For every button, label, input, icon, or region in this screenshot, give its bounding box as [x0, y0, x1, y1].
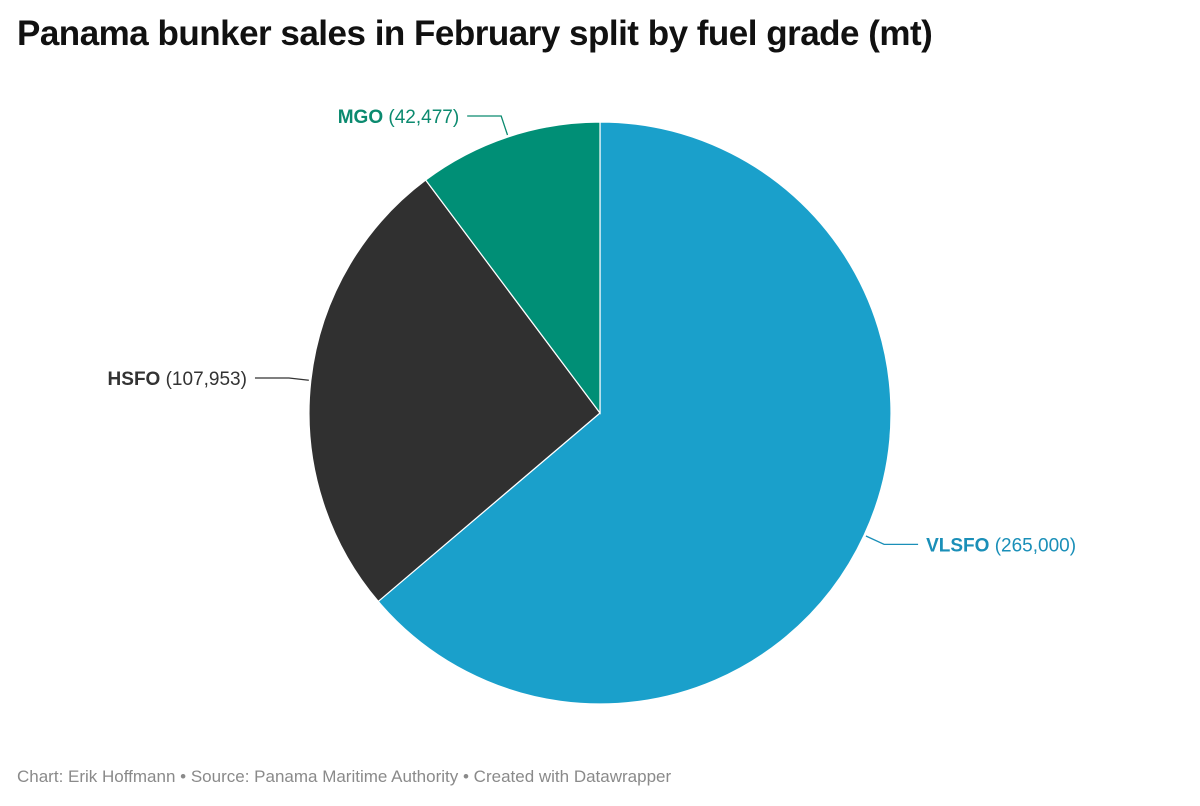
leader-line-vlsfo — [865, 535, 919, 546]
slice-label-vlsfo: VLSFO (265,000) — [926, 535, 1076, 556]
byline: Chart: Erik Hoffmann — [17, 767, 176, 786]
pie-slice-vlsfo — [377, 121, 892, 705]
slice-name: MGO — [338, 107, 383, 128]
footer-separator: • — [462, 767, 469, 786]
leader-line-hsfo — [254, 377, 309, 381]
slice-label-hsfo: HSFO (107,953) — [108, 369, 247, 390]
footer-separator: • — [180, 767, 187, 786]
slice-value: (265,000) — [989, 535, 1076, 556]
slice-name: VLSFO — [926, 535, 989, 556]
pie-slices — [308, 121, 892, 705]
datawrapper-credit: Created with Datawrapper — [473, 767, 672, 786]
chart-footer: Chart: Erik Hoffmann • Source: Panama Ma… — [17, 767, 671, 787]
slice-value: (42,477) — [383, 107, 459, 128]
slice-name: HSFO — [108, 369, 161, 390]
leader-line-mgo — [467, 115, 509, 136]
pie-labels: VLSFO (265,000) HSFO (107,953) MGO (42,477… — [108, 107, 1077, 556]
source-note: Source: Panama Maritime Authority — [190, 767, 459, 786]
chart-title: Panama bunker sales in February split by… — [17, 14, 933, 53]
slice-value: (107,953) — [160, 369, 247, 390]
pie-slice-mgo — [424, 121, 601, 415]
pie-slice-hsfo — [308, 179, 601, 603]
slice-label-mgo: MGO (42,477) — [338, 107, 459, 128]
